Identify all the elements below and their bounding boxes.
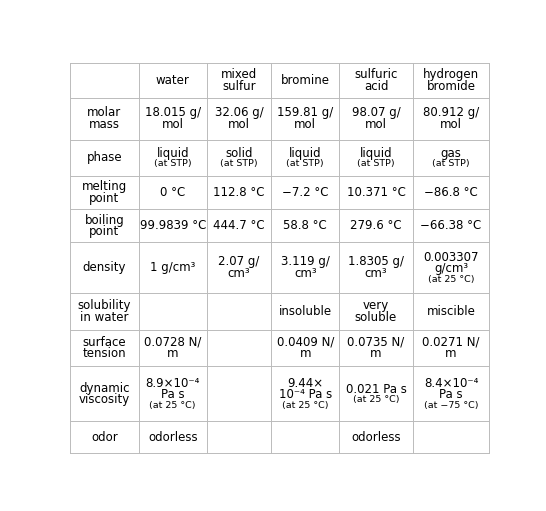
Text: mass: mass bbox=[89, 118, 120, 131]
Text: 8.9×10⁻⁴: 8.9×10⁻⁴ bbox=[146, 377, 200, 390]
Text: 98.07 g/: 98.07 g/ bbox=[352, 106, 400, 120]
Text: point: point bbox=[90, 192, 120, 205]
Text: −66.38 °C: −66.38 °C bbox=[420, 219, 482, 233]
Text: odorless: odorless bbox=[351, 431, 401, 444]
Text: −86.8 °C: −86.8 °C bbox=[424, 186, 478, 199]
Text: solubility: solubility bbox=[78, 299, 131, 312]
Text: soluble: soluble bbox=[355, 311, 397, 323]
Text: surface: surface bbox=[82, 336, 126, 349]
Text: dynamic: dynamic bbox=[79, 382, 130, 394]
Text: (at STP): (at STP) bbox=[432, 159, 470, 168]
Text: mixed: mixed bbox=[221, 68, 257, 81]
Text: boiling: boiling bbox=[85, 214, 124, 226]
Text: (at STP): (at STP) bbox=[154, 159, 192, 168]
Text: liquid: liquid bbox=[157, 147, 189, 160]
Text: cm³: cm³ bbox=[228, 267, 250, 280]
Text: mol: mol bbox=[228, 118, 250, 131]
Text: in water: in water bbox=[80, 311, 129, 323]
Text: miscible: miscible bbox=[426, 305, 476, 318]
Text: mol: mol bbox=[162, 118, 184, 131]
Text: sulfur: sulfur bbox=[222, 80, 256, 93]
Text: insoluble: insoluble bbox=[279, 305, 332, 318]
Text: viscosity: viscosity bbox=[79, 393, 130, 406]
Text: sulfuric: sulfuric bbox=[354, 68, 397, 81]
Text: mol: mol bbox=[294, 118, 316, 131]
Text: g/cm³: g/cm³ bbox=[434, 262, 468, 275]
Text: 1 g/cm³: 1 g/cm³ bbox=[150, 261, 195, 274]
Text: m: m bbox=[445, 347, 456, 360]
Text: 444.7 °C: 444.7 °C bbox=[213, 219, 265, 233]
Text: (at 25 °C): (at 25 °C) bbox=[282, 401, 329, 410]
Text: (at 25 °C): (at 25 °C) bbox=[150, 401, 196, 410]
Text: 0.0409 N/: 0.0409 N/ bbox=[277, 336, 334, 349]
Text: 2.07 g/: 2.07 g/ bbox=[218, 256, 260, 268]
Text: hydrogen: hydrogen bbox=[423, 68, 479, 81]
Text: (at STP): (at STP) bbox=[357, 159, 395, 168]
Text: m: m bbox=[167, 347, 179, 360]
Text: odor: odor bbox=[91, 431, 118, 444]
Text: cm³: cm³ bbox=[294, 267, 317, 280]
Text: 0.0728 N/: 0.0728 N/ bbox=[144, 336, 201, 349]
Text: 10.371 °C: 10.371 °C bbox=[347, 186, 406, 199]
Text: water: water bbox=[156, 74, 189, 87]
Text: very: very bbox=[363, 299, 389, 312]
Text: 99.9839 °C: 99.9839 °C bbox=[140, 219, 206, 233]
Text: 18.015 g/: 18.015 g/ bbox=[145, 106, 201, 120]
Text: density: density bbox=[83, 261, 126, 274]
Text: 0.0271 N/: 0.0271 N/ bbox=[422, 336, 480, 349]
Text: m: m bbox=[300, 347, 311, 360]
Text: bromine: bromine bbox=[281, 74, 330, 87]
Text: 80.912 g/: 80.912 g/ bbox=[423, 106, 479, 120]
Text: (at −75 °C): (at −75 °C) bbox=[424, 401, 478, 410]
Text: 1.8305 g/: 1.8305 g/ bbox=[348, 256, 404, 268]
Text: odorless: odorless bbox=[148, 431, 198, 444]
Text: Pa s: Pa s bbox=[439, 388, 463, 402]
Text: 3.119 g/: 3.119 g/ bbox=[281, 256, 330, 268]
Text: mol: mol bbox=[365, 118, 387, 131]
Text: liquid: liquid bbox=[360, 147, 393, 160]
Text: 159.81 g/: 159.81 g/ bbox=[277, 106, 334, 120]
Text: (at STP): (at STP) bbox=[287, 159, 324, 168]
Text: cm³: cm³ bbox=[365, 267, 387, 280]
Text: bromide: bromide bbox=[426, 80, 476, 93]
Text: 0.003307: 0.003307 bbox=[423, 251, 479, 264]
Text: 32.06 g/: 32.06 g/ bbox=[215, 106, 263, 120]
Text: gas: gas bbox=[441, 147, 461, 160]
Text: phase: phase bbox=[87, 151, 122, 165]
Text: 9.44×: 9.44× bbox=[287, 377, 323, 390]
Text: (at STP): (at STP) bbox=[220, 159, 258, 168]
Text: melting: melting bbox=[82, 180, 127, 194]
Text: 0.021 Pa s: 0.021 Pa s bbox=[346, 383, 406, 396]
Text: (at 25 °C): (at 25 °C) bbox=[353, 395, 399, 404]
Text: −7.2 °C: −7.2 °C bbox=[282, 186, 329, 199]
Text: m: m bbox=[370, 347, 382, 360]
Text: 279.6 °C: 279.6 °C bbox=[350, 219, 402, 233]
Text: 58.8 °C: 58.8 °C bbox=[283, 219, 327, 233]
Text: point: point bbox=[90, 225, 120, 238]
Text: Pa s: Pa s bbox=[161, 388, 185, 402]
Text: 0.0735 N/: 0.0735 N/ bbox=[347, 336, 405, 349]
Text: tension: tension bbox=[82, 347, 126, 360]
Text: (at 25 °C): (at 25 °C) bbox=[428, 275, 474, 284]
Text: liquid: liquid bbox=[289, 147, 322, 160]
Text: 10⁻⁴ Pa s: 10⁻⁴ Pa s bbox=[278, 388, 332, 402]
Text: 8.4×10⁻⁴: 8.4×10⁻⁴ bbox=[424, 377, 478, 390]
Text: molar: molar bbox=[87, 106, 122, 120]
Text: 0 °C: 0 °C bbox=[160, 186, 186, 199]
Text: mol: mol bbox=[440, 118, 462, 131]
Text: acid: acid bbox=[364, 80, 388, 93]
Text: solid: solid bbox=[225, 147, 253, 160]
Text: 112.8 °C: 112.8 °C bbox=[213, 186, 265, 199]
